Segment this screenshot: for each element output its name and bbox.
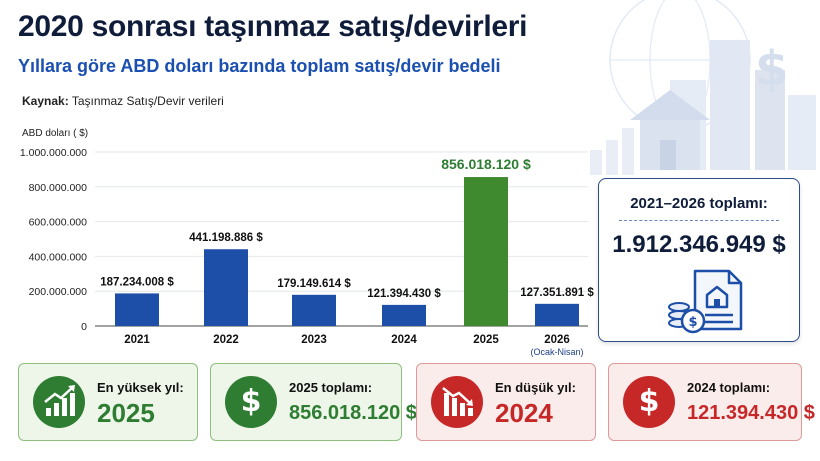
card-label: 2024 toplamı: xyxy=(687,380,771,395)
svg-text:$: $ xyxy=(688,315,697,330)
y-axis-label: ABD doları ( $) xyxy=(22,128,88,139)
chart-down-icon xyxy=(431,376,483,428)
y-tick-label: 400.000.000 xyxy=(29,251,88,263)
card-label: 2025 toplamı: xyxy=(289,380,373,395)
chart-up-icon xyxy=(33,376,85,428)
bar-chart: ABD doları ( $) 0 200.000.000 400.000.000 60… xyxy=(20,128,595,357)
bar-value-label: 127.351.891 $ xyxy=(520,287,594,299)
total-value: 1.912.346.949 $ xyxy=(612,231,786,258)
card-highest-year: En yüksek yıl: 2025 xyxy=(18,363,198,441)
x-tick-label: 2023 xyxy=(301,334,327,346)
total-label: 2021–2026 toplamı: xyxy=(630,195,768,212)
x-tick-label: 2021 xyxy=(124,334,150,346)
card-lowest-year: En düşük yıl: 2024 xyxy=(416,363,596,441)
bar xyxy=(115,293,159,326)
document-house-coins-icon: $ xyxy=(668,269,743,334)
x-tick-label: 2022 xyxy=(213,334,239,346)
card-label: En yüksek yıl: xyxy=(97,380,184,395)
x-tick-label: 2025 xyxy=(473,334,499,346)
dollar-icon: $ xyxy=(623,376,675,428)
bar xyxy=(535,303,579,326)
bar-value-label: 856.018.120 $ xyxy=(441,156,531,172)
y-tick-label: 200.000.000 xyxy=(29,286,88,298)
bar-value-label: 179.149.614 $ xyxy=(277,278,351,290)
card-value: 856.018.120 $ xyxy=(289,402,417,424)
card-value: 2024 xyxy=(495,398,553,428)
y-tick-label: 600.000.000 xyxy=(29,217,88,229)
card-2024-total: $ 2024 toplamı: 121.394.430 $ xyxy=(608,363,815,441)
y-tick-label: 1.000.000.000 xyxy=(20,147,87,159)
x-tick-label: 2026 xyxy=(544,334,570,346)
svg-text:$: $ xyxy=(755,41,788,97)
bar xyxy=(292,294,336,326)
y-tick-label: 0 xyxy=(81,321,87,333)
card-value: 121.394.430 $ xyxy=(687,402,815,424)
page-title: 2020 sonrası taşınmaz satış/devirleri xyxy=(18,10,528,43)
dollar-icon: $ xyxy=(225,376,277,428)
x-tick-note: (Ocak-Nisan) xyxy=(530,347,583,357)
page-subtitle: Yıllara göre ABD doları bazında toplam s… xyxy=(18,56,501,76)
card-2025-total: $ 2025 toplamı: 856.018.120 $ xyxy=(210,363,417,441)
source-note: Kaynak: Taşınmaz Satış/Devir verileri xyxy=(22,94,224,108)
card-value: 2025 xyxy=(97,398,155,428)
bar xyxy=(464,177,508,326)
buildings-background-illustration: $ xyxy=(590,0,816,175)
bar-value-label: 441.198.886 $ xyxy=(189,232,263,244)
bar-value-label: 121.394.430 $ xyxy=(367,288,441,300)
bar xyxy=(204,249,248,326)
bar-value-label: 187.234.008 $ xyxy=(100,276,174,288)
source-label: Kaynak: xyxy=(22,94,69,108)
source-text: Taşınmaz Satış/Devir verileri xyxy=(71,94,224,108)
total-divider xyxy=(619,220,779,221)
total-summary-box: 2021–2026 toplamı: 1.912.346.949 $ $ xyxy=(598,178,800,342)
bar xyxy=(382,304,426,326)
y-tick-label: 800.000.000 xyxy=(29,182,88,194)
card-label: En düşük yıl: xyxy=(495,380,576,395)
x-tick-label: 2024 xyxy=(391,334,417,346)
